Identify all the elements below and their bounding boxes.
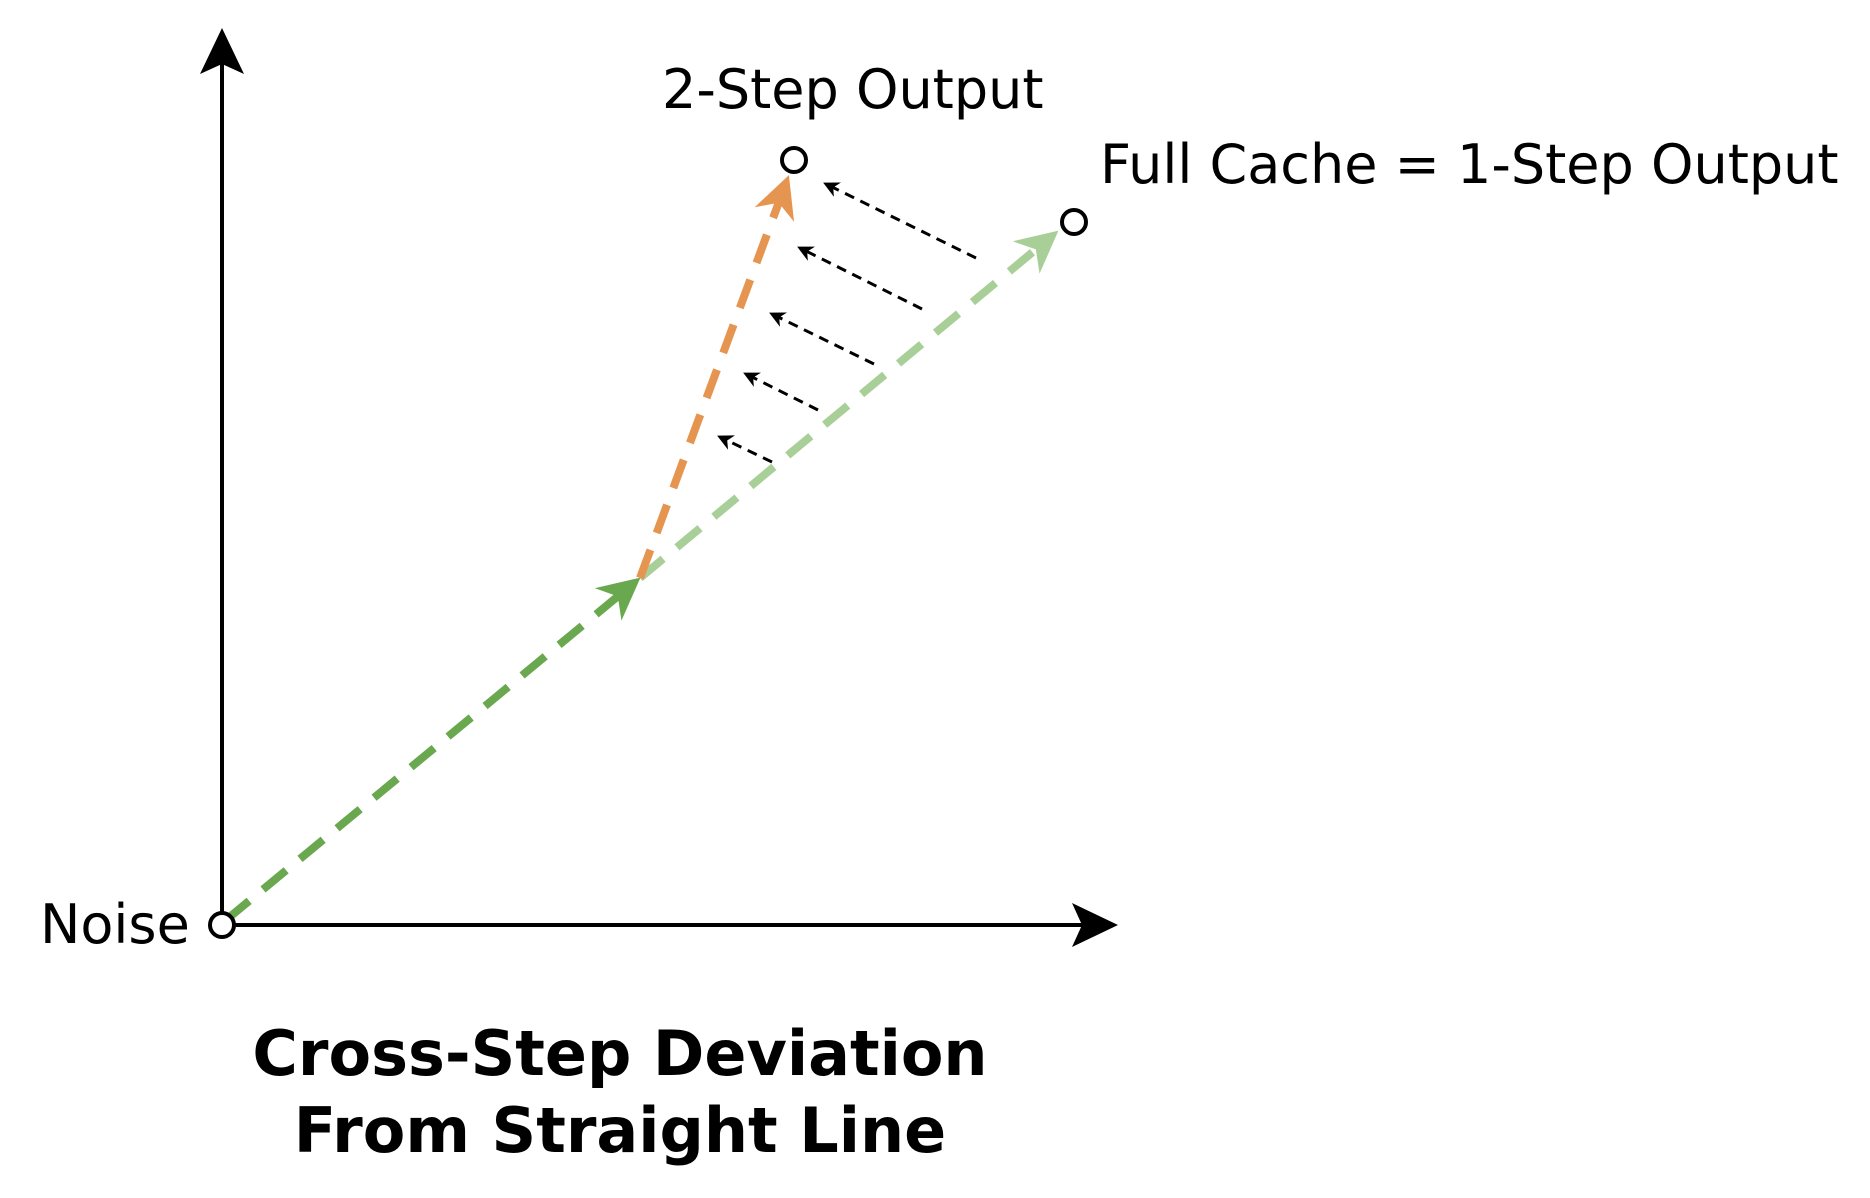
axes [200,28,1118,947]
deviation-arrow [823,182,977,260]
second-step-arrow [636,175,795,580]
x-axis-arrowhead [1072,903,1118,947]
caption-line-1: Cross-Step Deviation [252,1017,987,1090]
deviation-arrow [743,372,819,412]
y-axis-arrowhead [200,28,244,74]
noise-point [208,911,236,939]
caption-line-2: From Straight Line [294,1094,946,1167]
noise-label: Noise [40,893,190,956]
deviation-arrow [797,246,923,311]
two-step-output-label: 2-Step Output [662,58,1044,121]
deviation-arrow [717,435,773,464]
deviation-arrows [717,182,977,464]
straight-line-continuation-arrow [637,230,1059,582]
full-cache-output-label: Full Cache = 1-Step Output [1100,133,1839,196]
two-step-output-point [780,146,808,174]
deviation-arrow [769,312,875,366]
full-cache-output-point [1060,208,1088,236]
first-step-arrow [223,577,641,924]
